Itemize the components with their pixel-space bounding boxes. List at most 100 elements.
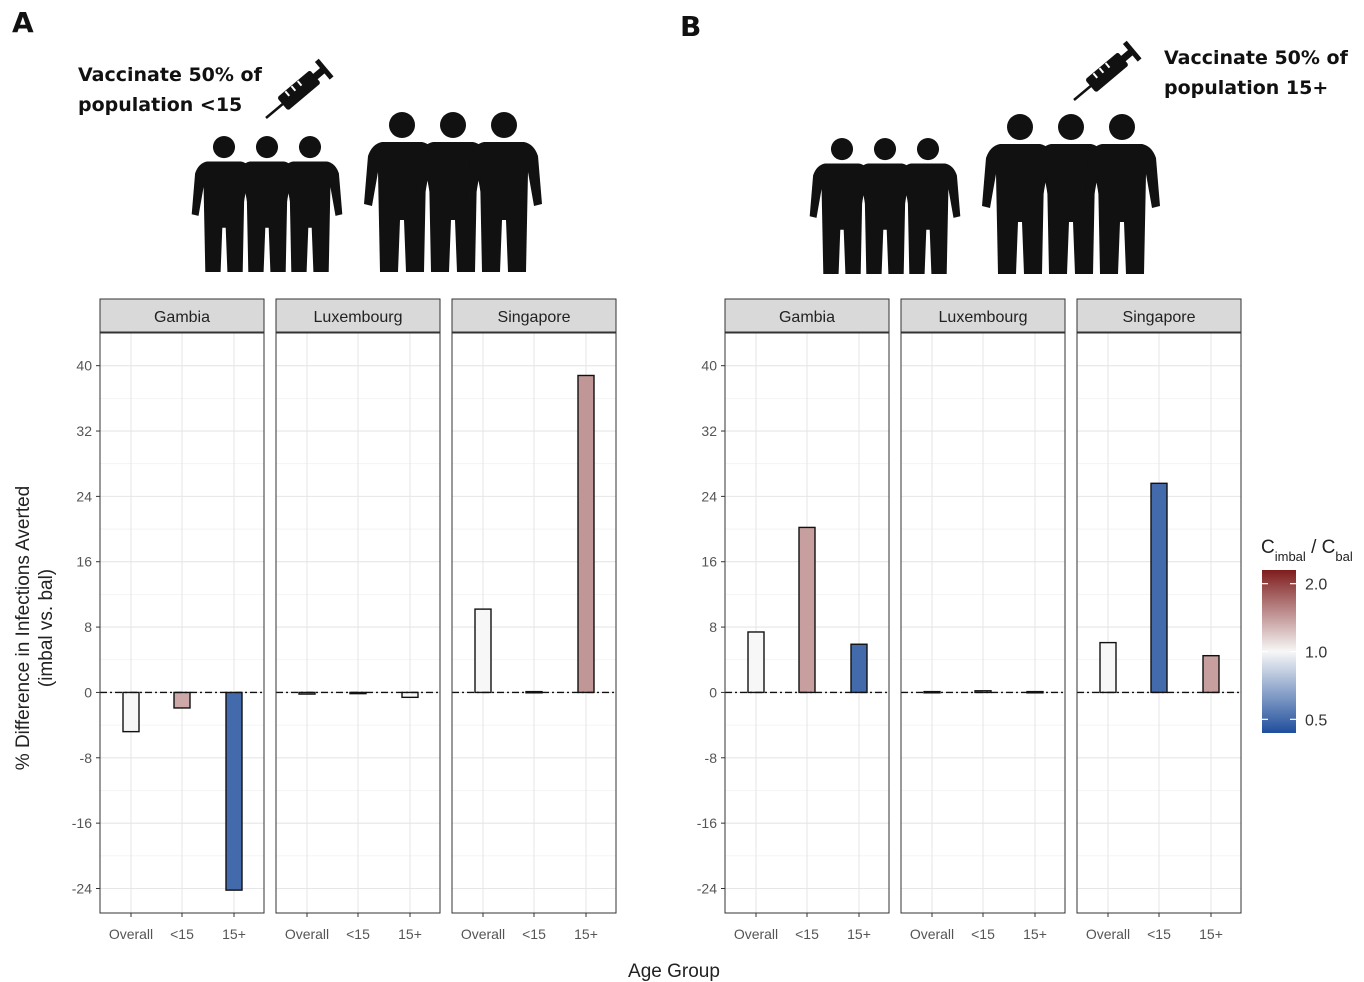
person-head	[873, 138, 897, 161]
panel-b-caption-line1: Vaccinate 50% of	[1164, 47, 1348, 69]
person-head	[440, 112, 466, 138]
x-tick-label: 15+	[398, 926, 422, 942]
person-head	[389, 112, 415, 138]
bar-gambia-2	[850, 643, 868, 694]
facet-strip	[99, 298, 265, 333]
facet-panel-bg	[1077, 333, 1241, 913]
panel-a-caption-line1: Vaccinate 50% of	[78, 64, 262, 86]
x-tick-label: Overall	[461, 926, 505, 942]
syringe-icon	[1073, 40, 1142, 101]
facet-strip	[275, 298, 441, 333]
x-tick-label: 15+	[847, 926, 871, 942]
facet-strip	[900, 298, 1066, 333]
facet-border	[275, 332, 441, 914]
y-tick-label: 40	[701, 358, 717, 374]
y-tick-label: 32	[76, 423, 92, 439]
person-figure	[809, 138, 875, 274]
x-tick-label: 15+	[222, 926, 246, 942]
syringe-icon	[265, 58, 334, 119]
x-tick-label: Overall	[109, 926, 153, 942]
children-group-icon	[809, 138, 961, 274]
y-axis-title: % Difference in Infections Averted	[13, 486, 34, 770]
facet-strip	[1076, 298, 1242, 333]
y-tick-label: 8	[84, 619, 92, 635]
panel-a-caption: Vaccinate 50% of population <15	[78, 60, 262, 120]
facet-strip	[724, 298, 890, 333]
bar-gambia-1	[173, 691, 191, 709]
bar-luxembourg-0	[298, 691, 316, 695]
facet-strip-label: Gambia	[154, 309, 210, 326]
bar-gambia-1	[798, 526, 816, 694]
bar-gambia-0	[122, 691, 140, 733]
facet-panel-bg	[725, 333, 889, 913]
y-tick-label: -24	[72, 880, 92, 896]
y-tick-label: 32	[701, 423, 717, 439]
bar-singapore-2	[577, 374, 595, 694]
x-tick-label: <15	[522, 926, 546, 942]
legend-break-label: 0.5	[1305, 712, 1327, 729]
x-tick-label: Overall	[285, 926, 329, 942]
bar-gambia-2	[225, 691, 243, 891]
legend-title-sub2: bal	[1335, 549, 1352, 564]
person-body	[466, 142, 542, 272]
y-tick-label: 24	[701, 488, 717, 504]
person-head	[830, 138, 854, 161]
y-tick-label: 8	[709, 619, 717, 635]
x-tick-label: <15	[971, 926, 995, 942]
x-axis-title: Age Group	[628, 961, 720, 982]
person-head	[1109, 114, 1135, 140]
facet-border	[451, 332, 617, 914]
facet-strip	[451, 298, 617, 333]
panel-a-caption-line2: population <15	[78, 94, 243, 116]
person-head	[916, 138, 940, 161]
facet-border	[724, 332, 890, 914]
person-figure	[415, 112, 491, 272]
person-head	[298, 136, 322, 159]
facet-border	[900, 332, 1066, 914]
y-tick-label: -16	[72, 815, 92, 831]
person-body	[277, 161, 343, 272]
person-figure	[982, 114, 1058, 274]
y-tick-label: 0	[709, 684, 717, 700]
legend-title-sub1: imbal	[1275, 549, 1306, 564]
x-tick-label: Overall	[734, 926, 778, 942]
person-figure	[466, 112, 542, 272]
y-tick-label: 0	[84, 684, 92, 700]
person-figure	[364, 112, 440, 272]
person-head	[212, 136, 236, 159]
facet-panel-bg	[901, 333, 1065, 913]
bar-luxembourg-2	[401, 691, 419, 699]
legend-title: Cimbal / Cbal	[1261, 537, 1353, 564]
person-figure	[277, 136, 343, 272]
children-group-icon	[191, 136, 343, 272]
person-figure	[852, 138, 918, 274]
person-figure	[1084, 114, 1160, 274]
x-tick-label: <15	[795, 926, 819, 942]
x-tick-label: 15+	[1023, 926, 1047, 942]
facet-panel-bg	[452, 333, 616, 913]
y-tick-label: -8	[705, 750, 718, 766]
bar-luxembourg-2	[1026, 690, 1044, 694]
person-head	[491, 112, 517, 138]
facet-strip-label: Singapore	[498, 309, 571, 326]
legend-title-sep: / C	[1306, 537, 1336, 558]
x-tick-label: 15+	[1199, 926, 1223, 942]
y-tick-label: 16	[701, 554, 717, 570]
person-body	[895, 163, 961, 274]
panel-letter-b: B	[680, 10, 702, 43]
bar-singapore-0	[474, 608, 492, 694]
person-body	[1084, 144, 1160, 274]
facet-border	[1076, 332, 1242, 914]
legend-title-c: C	[1261, 537, 1275, 558]
bar-luxembourg-1	[974, 690, 992, 694]
facet-strip-label: Luxembourg	[314, 309, 403, 326]
bar-gambia-0	[747, 631, 765, 694]
person-head	[1007, 114, 1033, 140]
bar-singapore-1	[525, 690, 543, 694]
y-tick-label: 16	[76, 554, 92, 570]
x-tick-label: <15	[1147, 926, 1171, 942]
x-tick-label: <15	[346, 926, 370, 942]
person-figure	[234, 136, 300, 272]
facet-panel-bg	[276, 333, 440, 913]
panel-b-caption: Vaccinate 50% of population 15+	[1164, 43, 1348, 103]
